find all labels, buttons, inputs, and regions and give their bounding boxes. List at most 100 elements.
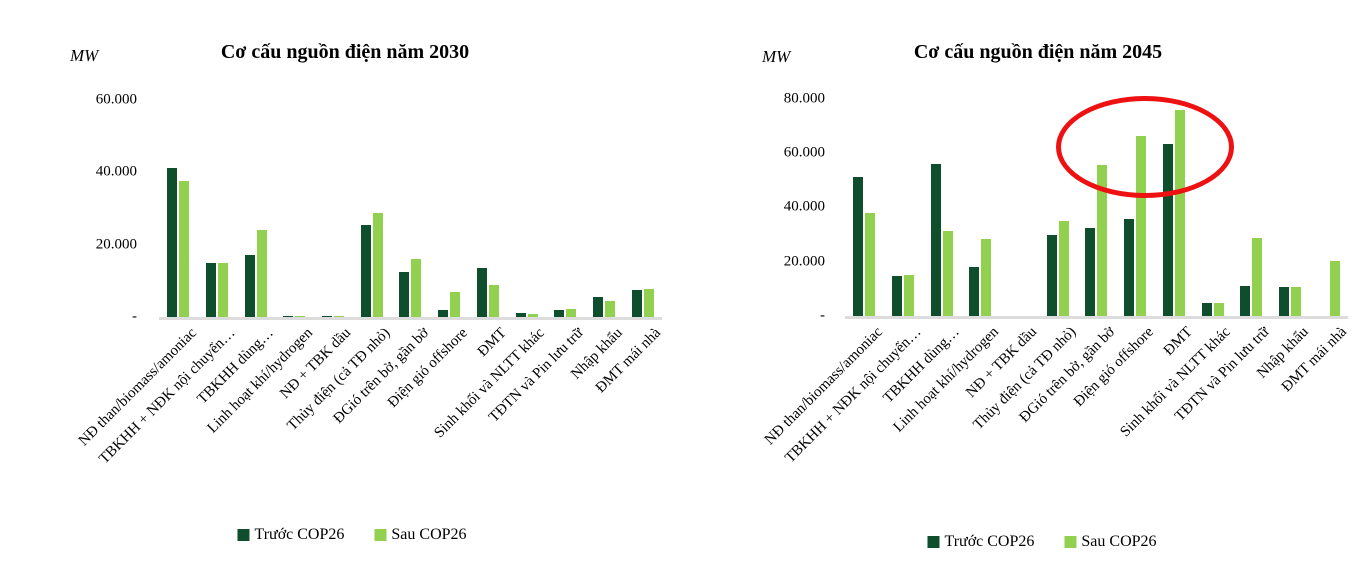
y-tick-label: 40.000 <box>783 198 825 215</box>
category-group <box>391 85 430 317</box>
bar <box>604 301 615 317</box>
legend-label: Trước COP26 <box>254 526 345 543</box>
bar <box>1201 303 1212 316</box>
category-group <box>1309 85 1348 316</box>
bar <box>515 313 526 317</box>
bar <box>1213 303 1224 316</box>
chart-2045: MW Cơ cấu nguồn điện năm 2045 80.000 60.0… <box>740 30 1368 571</box>
category-group <box>1038 85 1077 316</box>
bar <box>399 272 410 317</box>
bar <box>450 292 461 317</box>
bar <box>218 263 229 317</box>
category-group <box>352 85 391 317</box>
bar <box>1174 110 1185 316</box>
category-group <box>961 85 1000 316</box>
legend-label: Sau COP26 <box>1081 533 1157 550</box>
bar <box>1240 286 1251 316</box>
legend-swatch-icon <box>237 529 250 541</box>
category-group <box>1193 85 1232 316</box>
bar <box>566 309 577 317</box>
bar <box>372 213 383 317</box>
bar <box>488 285 499 317</box>
y-tick-label: 60.000 <box>783 144 825 161</box>
category-group <box>1155 85 1194 316</box>
legend-label: Trước COP26 <box>944 533 1035 550</box>
bar <box>1162 144 1173 316</box>
legend-item: Trước COP26 <box>927 533 1034 551</box>
category-group <box>1000 85 1039 316</box>
legend: Trước COP26 Sau COP26 <box>927 533 1157 551</box>
bar <box>631 290 642 317</box>
y-tick-label: 20.000 <box>783 253 825 270</box>
highlight-ellipse-annotation <box>1056 96 1234 198</box>
chart-title: Cơ cấu nguồn điện năm 2030 <box>220 41 470 63</box>
bar <box>892 276 903 316</box>
category-group <box>430 85 469 317</box>
y-tick-label: 20.000 <box>95 236 137 252</box>
bar <box>167 168 178 317</box>
category-group <box>469 85 508 317</box>
bar <box>256 230 267 317</box>
category-group <box>1116 85 1155 316</box>
category-group <box>623 85 662 317</box>
bar <box>930 164 941 316</box>
bar <box>1085 228 1096 316</box>
legend-label: Sau COP26 <box>391 526 467 543</box>
y-tick-label: 80.000 <box>783 90 825 107</box>
y-tick-label: - <box>132 308 137 325</box>
bar <box>322 316 333 317</box>
bar <box>334 316 345 317</box>
plot-area <box>159 85 662 320</box>
bar <box>643 289 654 317</box>
bar <box>411 259 422 317</box>
category-group <box>1271 85 1310 316</box>
bar <box>179 181 190 317</box>
bar <box>1278 287 1289 316</box>
bar <box>295 316 306 317</box>
bar <box>1046 235 1057 316</box>
bar <box>476 268 487 317</box>
bar <box>853 177 864 316</box>
x-axis-labels: NĐ than/biomass/amoniac TBKHH + NĐK nội c… <box>76 325 664 505</box>
y-axis-unit-label: MW <box>70 46 99 65</box>
category-group <box>884 85 923 316</box>
bar <box>1136 136 1147 316</box>
category-group <box>546 85 585 317</box>
plot-area <box>845 85 1348 319</box>
y-axis-unit-label: MW <box>762 47 791 66</box>
bar <box>904 275 915 316</box>
category-group <box>507 85 546 317</box>
category-group <box>585 85 624 317</box>
category-group <box>1232 85 1271 316</box>
legend-swatch-icon <box>374 529 387 541</box>
bar <box>1329 261 1340 316</box>
category-group <box>236 85 275 317</box>
bar <box>1097 165 1108 316</box>
bar <box>1252 238 1263 316</box>
category-group <box>275 85 314 317</box>
bar <box>969 267 980 316</box>
legend-swatch-icon <box>1064 536 1077 548</box>
bar <box>1290 287 1301 316</box>
chart-2030: MW Cơ cấu nguồn điện năm 2030 60.000 40.0… <box>40 30 690 571</box>
category-group <box>314 85 353 317</box>
y-axis: 80.000 60.000 40.000 20.000 - <box>740 85 825 323</box>
category-group <box>159 85 198 317</box>
category-group <box>922 85 961 316</box>
y-axis: 60.000 40.000 20.000 - <box>40 85 137 325</box>
x-axis-labels: NĐ than/biomass/amoniac TBKHH + NĐK nội c… <box>762 324 1350 504</box>
bar <box>1058 221 1069 316</box>
category-group <box>845 85 884 316</box>
bar <box>438 310 449 317</box>
y-tick-label: - <box>820 307 825 324</box>
chart-title: Cơ cấu nguồn điện năm 2045 <box>913 41 1163 63</box>
bar <box>981 239 992 316</box>
bar <box>206 263 217 317</box>
bar <box>865 213 876 316</box>
bar <box>360 225 371 317</box>
bar <box>283 316 294 317</box>
legend: Trước COP26 Sau COP26 <box>237 526 467 544</box>
bar <box>244 255 255 317</box>
legend-item: Trước COP26 <box>237 526 344 544</box>
legend-item: Sau COP26 <box>1064 533 1157 551</box>
